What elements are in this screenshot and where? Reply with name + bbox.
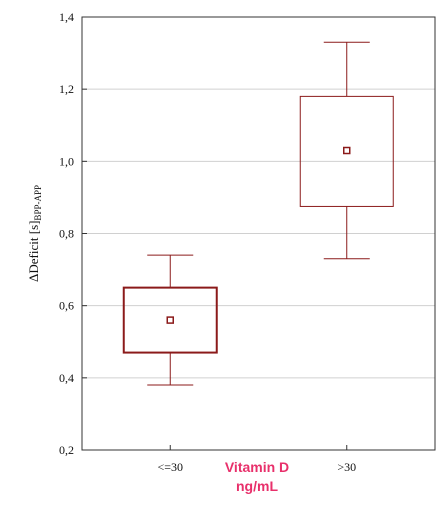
box-series (122, 41, 394, 386)
y-axis-title-subscript: BPP-APP (33, 185, 43, 221)
y-tick-label: 0,4 (59, 371, 74, 385)
y-tick-label: 0,2 (59, 443, 74, 457)
y-tick-label: 1,4 (59, 10, 74, 24)
grid-lines (82, 88, 435, 379)
x-axis-title-line1: Vitamin D (225, 459, 289, 475)
y-tick-label: 0,8 (59, 227, 74, 241)
x-tick-label: >30 (337, 460, 356, 474)
box-group (122, 254, 218, 386)
y-tick-label: 1,2 (59, 82, 74, 96)
y-tick-label: 0,6 (59, 299, 74, 313)
y-tick-label: 1,0 (59, 154, 74, 168)
y-axis-title-main: ΔDeficit [s] (26, 221, 41, 282)
x-tick-label: <=30 (157, 460, 183, 474)
box-body (299, 95, 394, 207)
x-axis: <=30 >30 (157, 445, 356, 474)
x-axis-title-line2: ng/mL (236, 478, 278, 494)
center-marker (166, 316, 174, 324)
center-marker (343, 146, 351, 155)
box-group (299, 41, 394, 260)
y-axis-title: ΔDeficit [s]BPP-APP (26, 185, 43, 282)
y-axis: 0,2 0,4 0,6 0,8 1,0 1,2 1,4 (59, 10, 87, 457)
box-body (122, 286, 218, 354)
